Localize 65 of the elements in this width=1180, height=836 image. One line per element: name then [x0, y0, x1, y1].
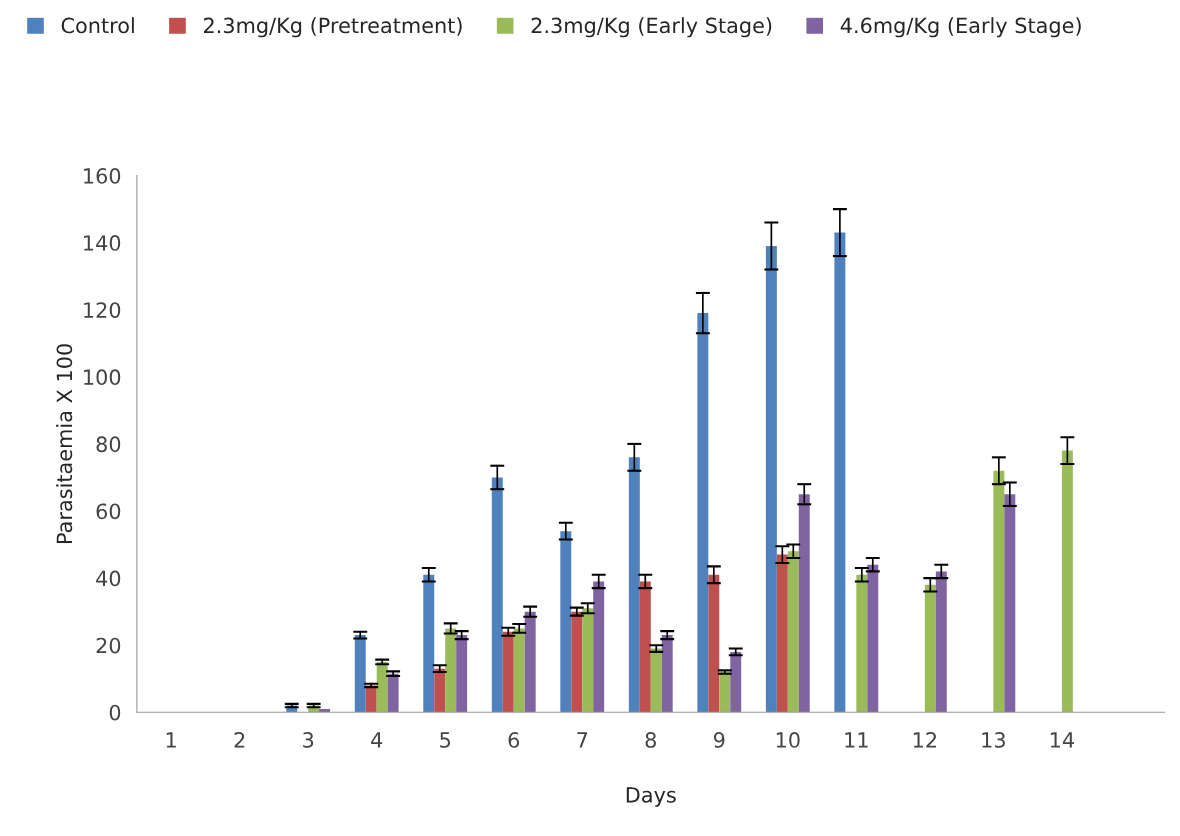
x-tick-label: 1 — [166, 732, 176, 748]
bar — [513, 628, 525, 713]
bar — [593, 581, 605, 713]
legend-label: 4.6mg/Kg (Early Stage) — [840, 17, 1081, 38]
x-tick-label: 9 — [713, 732, 725, 748]
bar — [434, 668, 446, 713]
bar — [661, 635, 673, 713]
x-tick-label: 8 — [645, 732, 656, 748]
bar — [524, 611, 536, 713]
y-tick-label: 120 — [84, 302, 121, 318]
bar — [376, 661, 388, 713]
bar — [571, 611, 583, 713]
x-tick-label: 12 — [913, 732, 937, 748]
bar — [719, 672, 731, 713]
bar — [1061, 450, 1073, 713]
bar — [697, 313, 709, 713]
x-tick-label: 6 — [508, 732, 520, 748]
x-tick-label: 14 — [1050, 732, 1074, 748]
bar — [560, 531, 572, 713]
x-tick-label: 10 — [776, 732, 800, 748]
bar — [708, 574, 720, 713]
bar — [1004, 494, 1016, 713]
bar — [491, 477, 503, 713]
y-tick-label: 60 — [96, 503, 121, 520]
bar — [628, 457, 640, 713]
y-tick-label: 160 — [84, 168, 121, 184]
bar — [456, 635, 468, 713]
bar — [639, 581, 651, 713]
bar — [730, 651, 742, 713]
bar — [924, 584, 936, 713]
bar — [935, 571, 947, 713]
y-tick-label: 40 — [96, 570, 121, 587]
y-axis-title: Parasitaemia X 100 — [56, 344, 73, 543]
bar — [776, 554, 788, 713]
bar — [765, 246, 777, 713]
y-tick-label: 140 — [84, 235, 121, 251]
bar — [365, 685, 377, 713]
bar — [387, 673, 399, 713]
legend-label: 2.3mg/Kg (Early Stage) — [531, 17, 772, 38]
bar — [993, 470, 1005, 713]
legend-label: Control — [61, 17, 134, 34]
x-tick-label: 4 — [371, 732, 383, 748]
bar — [834, 232, 846, 713]
x-tick-label: 7 — [577, 732, 588, 748]
x-tick-label: 13 — [982, 732, 1005, 748]
bar — [856, 574, 868, 713]
bar — [582, 608, 594, 713]
y-tick-label: 20 — [96, 637, 121, 654]
bar — [445, 628, 457, 713]
x-tick-label: 2 — [234, 732, 245, 748]
bar — [423, 574, 435, 713]
bar — [787, 551, 799, 713]
x-tick-label: 5 — [440, 732, 451, 748]
x-tick-label: 3 — [303, 732, 314, 748]
bar — [867, 564, 879, 713]
bar — [650, 648, 662, 713]
bar — [798, 494, 810, 713]
x-axis-title: Days — [626, 787, 676, 807]
y-tick-label: 80 — [96, 436, 121, 453]
y-tick-label: 100 — [84, 369, 121, 386]
x-tick-label: 11 — [845, 732, 868, 748]
legend-label: 2.3mg/Kg (Pretreatment) — [203, 17, 462, 38]
bar — [354, 635, 366, 713]
bar — [502, 631, 514, 713]
y-tick-label: 0 — [109, 704, 121, 721]
